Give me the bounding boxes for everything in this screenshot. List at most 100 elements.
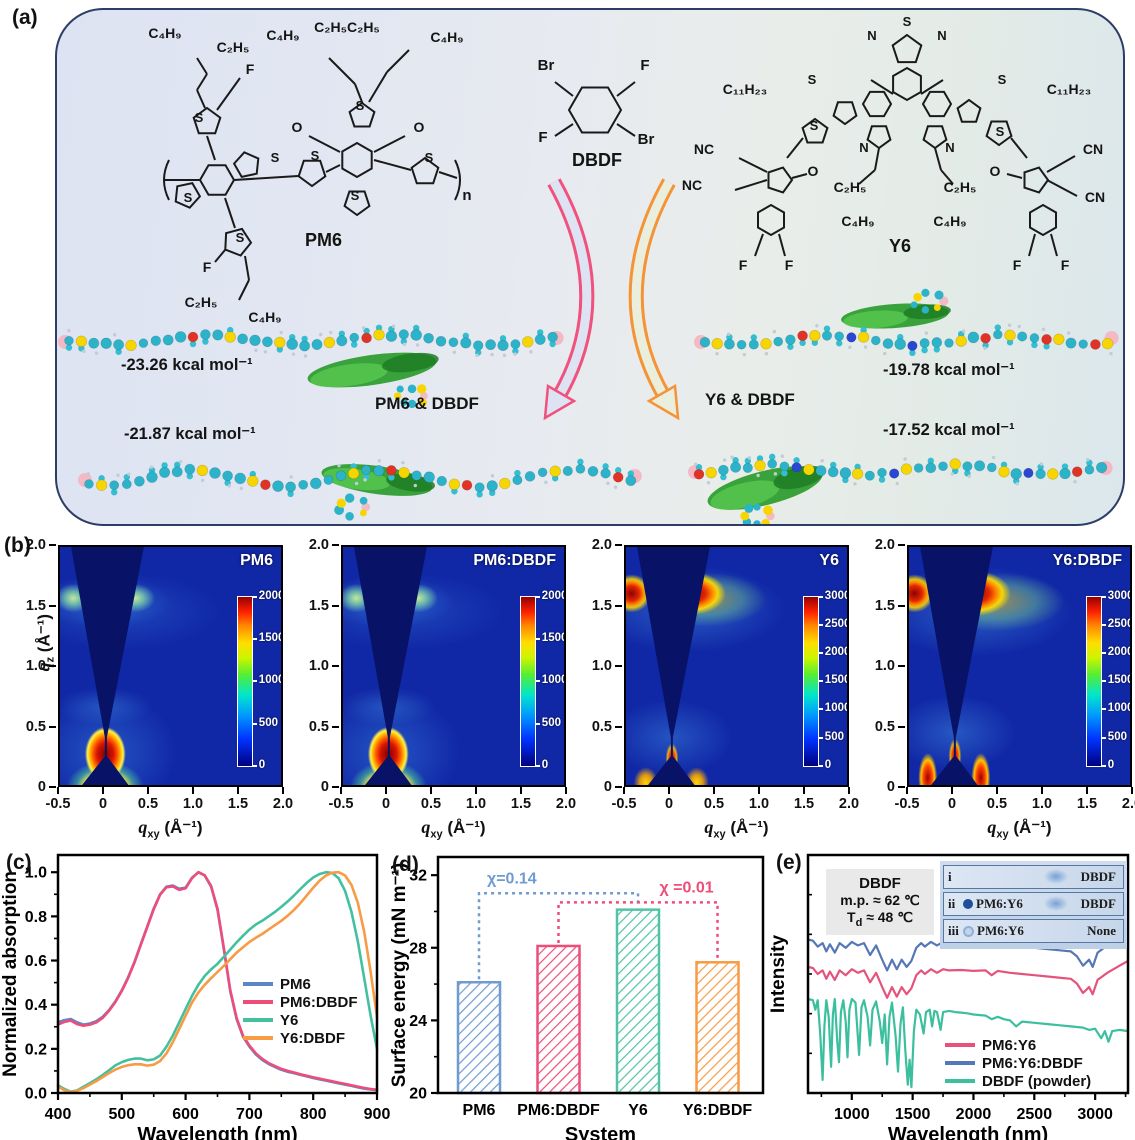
decorative: T: [847, 909, 856, 926]
decorative: [244, 255, 250, 281]
y-tick-label: 28: [409, 940, 427, 957]
tick-mark: [49, 665, 56, 667]
decorative: PM6:DBDF: [280, 993, 358, 1011]
giwaxs-plot-pm6: PM6 0 500 1000 1500 2000 qz (Å⁻¹) qxy (Å⁻¹) …: [26, 537, 293, 840]
decorative: [436, 475, 447, 487]
decorative: [742, 352, 747, 357]
colorbar-tick-mark: [1100, 736, 1106, 739]
legend-swatch: [243, 982, 273, 986]
colorbar-tick-label: 0: [541, 758, 549, 771]
decorative: [933, 304, 941, 311]
decorative: [174, 331, 187, 343]
decorative: [843, 310, 909, 329]
chi-annotation: χ=0.14: [487, 870, 537, 887]
legend-item-pm6y6: PM6:Y6: [945, 1036, 1091, 1054]
chi-annotation: χ =0.01: [660, 879, 714, 896]
decorative: [1010, 137, 1028, 159]
legend-swatch: [243, 1036, 273, 1040]
legend-swatch: [945, 1043, 975, 1047]
decorative: [410, 156, 440, 185]
decorative: [287, 490, 294, 498]
giwaxs-title: PM6: [240, 552, 273, 569]
decorative: [233, 175, 299, 181]
x-category-label: Y6: [628, 1102, 648, 1119]
decorative: [921, 346, 928, 354]
decorative: PM6:Y6: [982, 1036, 1037, 1054]
legend-swatch: [243, 1000, 273, 1004]
colorbar-tick-label: 500: [541, 716, 561, 729]
decorative: [754, 233, 764, 257]
decorative: [842, 476, 849, 484]
decorative: [823, 325, 831, 332]
decorative: [744, 503, 754, 513]
series-PM6:DBDF: [56, 870, 379, 1091]
decorative: [196, 57, 208, 75]
complex-label-pm6-dbdf: PM6 & DBDF: [375, 394, 479, 413]
panel-c-tag: (c): [6, 851, 32, 874]
decorative: [791, 173, 808, 179]
decorative: [695, 464, 703, 471]
decorative: [839, 467, 852, 479]
decorative: [1006, 173, 1023, 179]
chem-label: S: [996, 124, 1005, 139]
decorative: [543, 383, 577, 421]
x-tick-label: 1.0: [1031, 796, 1053, 812]
decorative: [343, 190, 371, 217]
decorative: [952, 467, 959, 475]
decorative: [247, 475, 259, 487]
decorative: [311, 339, 323, 351]
decorative: [1023, 467, 1034, 479]
panel-d-surface-energy-chart: 20 24 28 32 χ=0.14 χ =0.01 PM6 PM6:DBDF Y6 Y6:DBD…: [389, 845, 770, 1140]
decorative: [100, 337, 112, 349]
decorative: [385, 330, 398, 342]
decorative: [1017, 331, 1028, 342]
decorative: [159, 466, 171, 478]
decorative: [931, 337, 943, 348]
decorative: [897, 333, 904, 341]
decorative: [1065, 337, 1077, 349]
decorative: [892, 66, 922, 102]
decorative: [202, 338, 209, 345]
decorative: [846, 332, 857, 343]
colorbar-tick-mark: [1100, 652, 1106, 655]
legend-item-dbdf-powder: DBDF (powder): [945, 1072, 1091, 1090]
decorative: [249, 470, 256, 478]
decorative: [1090, 339, 1101, 350]
decorative: [1015, 482, 1019, 486]
x-tick-label: 1.5: [227, 796, 249, 812]
y-tick-label: 1.5: [25, 597, 46, 614]
decorative: [927, 457, 934, 465]
decorative: [907, 340, 918, 351]
colorbar: 0 500 1000 1500 2000: [236, 590, 281, 771]
tick-mark: [192, 787, 194, 794]
decorative: [354, 83, 363, 103]
decorative: [209, 467, 221, 479]
decorative: [627, 470, 634, 477]
decorative: PM6:DBDF 0 500 1000 1500 2000: [341, 545, 566, 787]
decorative: [260, 479, 271, 491]
decorative: DBDF: [1080, 869, 1116, 884]
decorative: [224, 331, 236, 343]
decorative: [606, 481, 610, 486]
tick-mark: [898, 544, 905, 546]
decorative: [391, 324, 396, 328]
decorative: [398, 467, 410, 479]
decorative: [377, 459, 382, 463]
decorative: [341, 141, 373, 179]
x-tick-label: 900: [364, 1106, 390, 1123]
decorative: [289, 333, 296, 341]
decorative: [375, 324, 383, 331]
decorative: [854, 463, 861, 471]
chem-label: C₂H₅: [834, 179, 867, 195]
decorative: [418, 398, 427, 407]
decorative: [797, 330, 808, 342]
decorative: [291, 352, 296, 356]
decorative: [754, 459, 766, 472]
decorative: [841, 303, 951, 329]
decorative: [646, 383, 680, 421]
colorbar-tick-label: 2000: [258, 589, 283, 602]
decorative: [373, 135, 406, 153]
tlc-strip-ii: ii PM6:Y6 DBDF: [943, 892, 1124, 916]
panel-e-tag: (e): [776, 851, 802, 874]
dbdf-spot: [1044, 896, 1069, 911]
